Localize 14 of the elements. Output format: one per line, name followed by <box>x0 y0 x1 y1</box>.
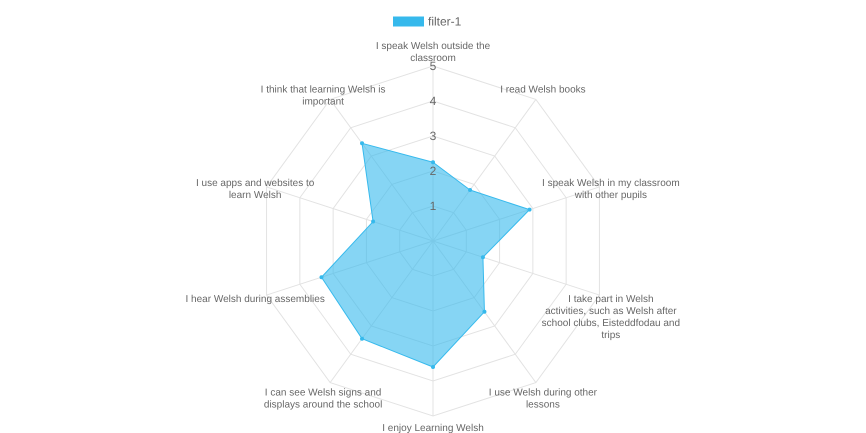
spoke-label: I hear Welsh during assemblies <box>185 294 325 305</box>
y-tick-label: 2 <box>430 164 437 178</box>
spoke-label: I take part in Welsh activities, such as Welsh after school clubs, Eisteddfodau and trips <box>542 294 680 341</box>
spoke-label: I can see Welsh signs and displays around the school <box>264 387 382 410</box>
legend-label: filter-1 <box>428 14 462 28</box>
spoke-label: I use apps and websites to learn Welsh <box>196 178 315 202</box>
spoke-label: I enjoy Learning Welsh <box>382 423 484 433</box>
y-tick-label: 3 <box>430 129 437 143</box>
spoke-label: I read Welsh books <box>500 84 586 96</box>
y-tick-label: 4 <box>430 94 437 108</box>
y-tick-label: 1 <box>430 199 437 213</box>
spoke-label: I use Welsh during other lessons <box>488 387 598 410</box>
spoke-label: I speak Welsh in my classroom with other pupils <box>542 178 680 202</box>
spoke-label: I think that learning Welsh is important <box>260 84 386 108</box>
